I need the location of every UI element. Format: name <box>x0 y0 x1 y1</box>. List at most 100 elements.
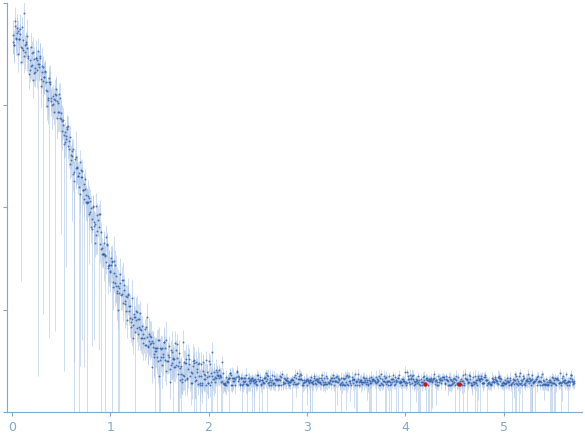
Point <box>245 378 254 385</box>
Point <box>468 378 477 385</box>
Point <box>234 376 243 383</box>
Point <box>166 361 176 368</box>
Point <box>538 376 548 383</box>
Point <box>308 381 318 388</box>
Point <box>316 381 326 388</box>
Point <box>433 372 443 379</box>
Point <box>190 360 199 367</box>
Point <box>25 57 35 64</box>
Point <box>118 276 127 283</box>
Point <box>450 381 460 388</box>
Point <box>383 379 392 386</box>
Point <box>170 356 179 363</box>
Point <box>460 374 470 381</box>
Point <box>118 300 128 307</box>
Point <box>378 378 387 385</box>
Point <box>263 373 273 380</box>
Point <box>162 358 171 365</box>
Point <box>467 382 476 388</box>
Point <box>292 380 301 387</box>
Point <box>370 377 380 384</box>
Point <box>244 375 253 382</box>
Point <box>558 378 567 385</box>
Point <box>423 377 432 384</box>
Point <box>260 374 269 381</box>
Point <box>408 380 417 387</box>
Point <box>50 96 60 103</box>
Point <box>226 370 235 377</box>
Point <box>500 379 509 386</box>
Point <box>299 382 308 388</box>
Point <box>387 380 396 387</box>
Point <box>243 382 253 388</box>
Point <box>400 377 409 384</box>
Point <box>201 371 210 378</box>
Point <box>391 373 400 380</box>
Point <box>18 45 27 52</box>
Point <box>444 382 453 388</box>
Point <box>196 361 205 368</box>
Point <box>19 10 29 17</box>
Point <box>507 379 517 386</box>
Point <box>256 382 265 388</box>
Point <box>338 378 347 385</box>
Point <box>158 344 167 351</box>
Point <box>428 376 438 383</box>
Point <box>359 373 368 380</box>
Point <box>297 381 307 388</box>
Point <box>212 371 221 378</box>
Point <box>498 379 507 386</box>
Point <box>413 372 422 379</box>
Point <box>508 376 518 383</box>
Point <box>355 377 364 384</box>
Point <box>556 379 566 386</box>
Point <box>226 372 236 379</box>
Point <box>345 378 354 385</box>
Point <box>76 166 85 173</box>
Point <box>278 378 287 385</box>
Point <box>246 376 255 383</box>
Point <box>433 382 442 388</box>
Point <box>98 250 107 257</box>
Point <box>446 376 455 383</box>
Point <box>182 359 191 366</box>
Point <box>333 378 343 385</box>
Point <box>283 380 292 387</box>
Point <box>321 378 330 385</box>
Point <box>37 62 47 69</box>
Point <box>417 381 426 388</box>
Point <box>135 326 144 333</box>
Point <box>67 147 77 154</box>
Point <box>221 382 230 388</box>
Point <box>281 376 290 383</box>
Point <box>133 330 143 337</box>
Point <box>290 379 299 386</box>
Point <box>61 139 70 146</box>
Point <box>102 241 112 248</box>
Point <box>337 382 346 388</box>
Point <box>339 382 349 388</box>
Point <box>312 376 322 383</box>
Point <box>449 379 459 386</box>
Point <box>139 330 148 337</box>
Point <box>541 381 550 388</box>
Point <box>164 343 174 350</box>
Point <box>98 251 108 258</box>
Point <box>101 259 111 266</box>
Point <box>291 380 301 387</box>
Point <box>166 365 175 372</box>
Point <box>43 87 52 94</box>
Point <box>159 338 168 345</box>
Point <box>324 379 333 386</box>
Point <box>526 375 535 382</box>
Point <box>29 69 39 76</box>
Point <box>198 359 208 366</box>
Point <box>142 334 152 341</box>
Point <box>219 381 229 388</box>
Point <box>249 379 259 386</box>
Point <box>48 101 57 108</box>
Point <box>470 372 480 379</box>
Point <box>183 375 192 382</box>
Point <box>365 380 374 387</box>
Point <box>46 95 56 102</box>
